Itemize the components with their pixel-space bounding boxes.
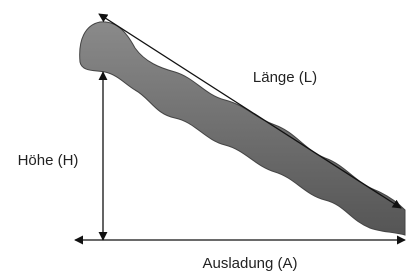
slide-diagram: Länge (L) Höhe (H) Ausladung (A) — [0, 0, 406, 274]
slide-shape — [80, 22, 405, 235]
page: {"labels": {"length": "Länge (L)", "heig… — [0, 0, 406, 274]
reach-label: Ausladung (A) — [202, 255, 297, 272]
height-label: Höhe (H) — [18, 152, 79, 169]
length-label: Länge (L) — [253, 69, 317, 86]
length-arrow — [99, 14, 401, 208]
